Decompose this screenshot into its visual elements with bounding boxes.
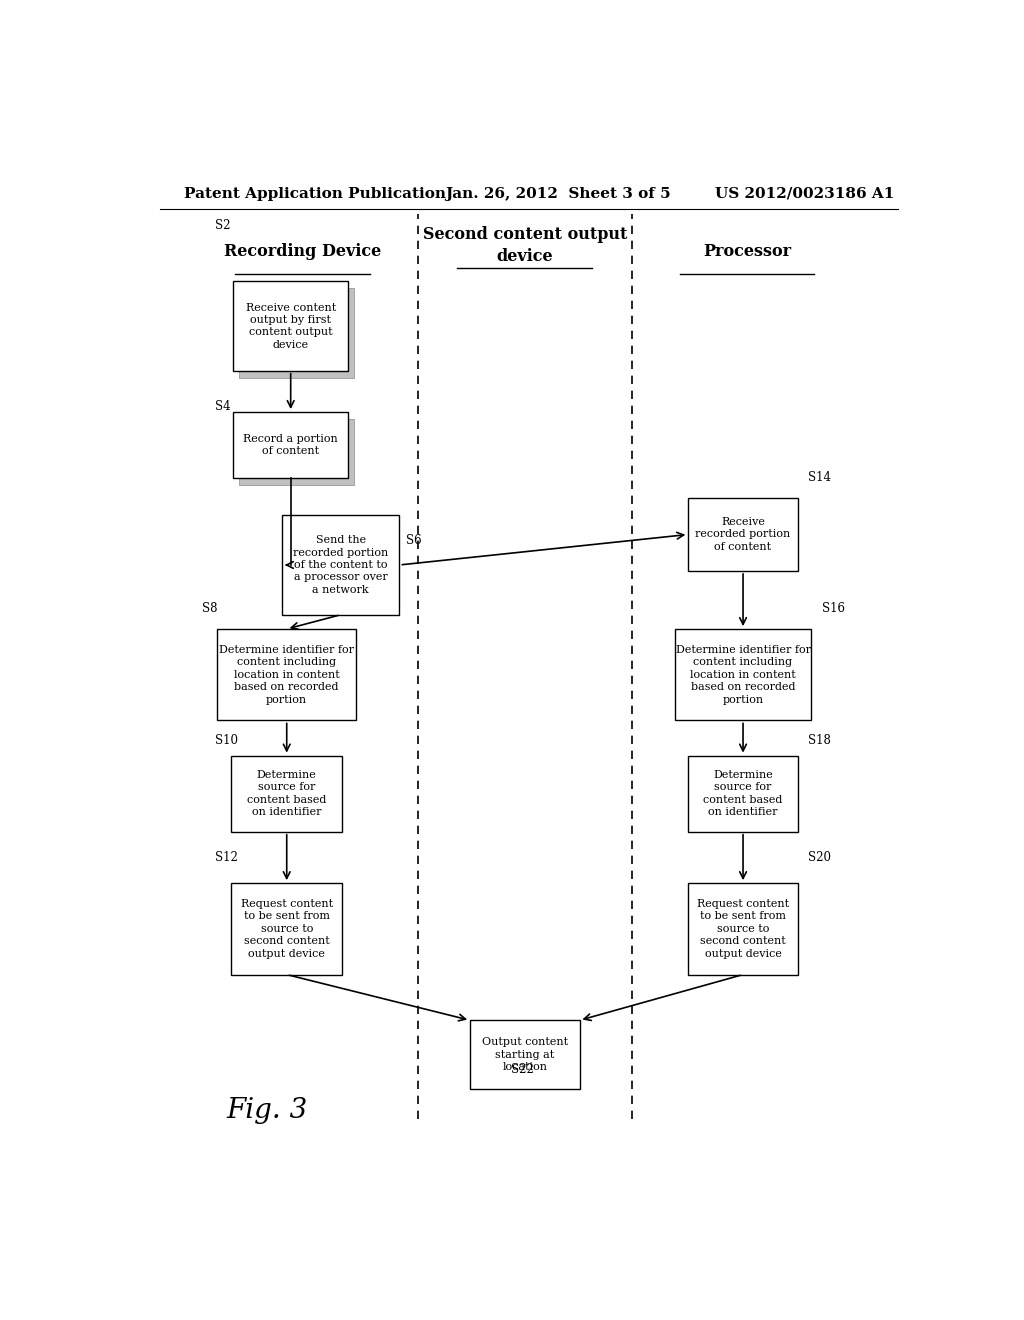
Text: US 2012/0023186 A1: US 2012/0023186 A1 xyxy=(715,187,895,201)
Bar xyxy=(239,289,353,378)
Bar xyxy=(688,498,798,572)
Text: Recording Device: Recording Device xyxy=(224,243,381,260)
Text: Request content
to be sent from
source to
second content
output device: Request content to be sent from source t… xyxy=(697,899,790,958)
Bar xyxy=(233,412,348,478)
Bar xyxy=(282,515,399,615)
Text: Processor: Processor xyxy=(702,243,792,260)
Text: S16: S16 xyxy=(822,602,846,615)
Bar xyxy=(233,281,348,371)
Bar xyxy=(239,420,353,486)
Bar xyxy=(217,630,356,721)
Text: S8: S8 xyxy=(202,602,217,615)
Text: Fig. 3: Fig. 3 xyxy=(226,1097,307,1125)
Text: Output content
starting at
location: Output content starting at location xyxy=(481,1038,568,1072)
Bar xyxy=(470,1020,580,1089)
Text: Patent Application Publication: Patent Application Publication xyxy=(183,187,445,201)
Bar xyxy=(688,883,798,974)
Text: Determine
source for
content based
on identifier: Determine source for content based on id… xyxy=(703,770,782,817)
Text: S6: S6 xyxy=(406,535,422,546)
Text: S2: S2 xyxy=(215,219,230,232)
Bar xyxy=(231,755,342,832)
Text: S10: S10 xyxy=(215,734,239,747)
Text: S4: S4 xyxy=(215,400,231,413)
Text: S22: S22 xyxy=(511,1063,534,1076)
Text: Determine identifier for
content including
location in content
based on recorded: Determine identifier for content includi… xyxy=(676,645,811,705)
Bar xyxy=(231,883,342,974)
Text: Jan. 26, 2012  Sheet 3 of 5: Jan. 26, 2012 Sheet 3 of 5 xyxy=(445,187,671,201)
Text: Send the
recorded portion
of the content to
a processor over
a network: Send the recorded portion of the content… xyxy=(293,535,388,595)
Text: Determine identifier for
content including
location in content
based on recorded: Determine identifier for content includi… xyxy=(219,645,354,705)
Text: Receive
recorded portion
of content: Receive recorded portion of content xyxy=(695,517,791,552)
Bar xyxy=(675,630,811,721)
Bar xyxy=(688,755,798,832)
Text: Receive content
output by first
content output
device: Receive content output by first content … xyxy=(246,302,336,350)
Text: Second content output
device: Second content output device xyxy=(423,226,627,265)
Text: Determine
source for
content based
on identifier: Determine source for content based on id… xyxy=(247,770,327,817)
Text: S14: S14 xyxy=(808,471,831,484)
Text: Request content
to be sent from
source to
second content
output device: Request content to be sent from source t… xyxy=(241,899,333,958)
Text: S20: S20 xyxy=(808,851,831,865)
Text: S12: S12 xyxy=(215,851,239,865)
Text: Record a portion
of content: Record a portion of content xyxy=(244,434,338,457)
Text: S18: S18 xyxy=(808,734,831,747)
